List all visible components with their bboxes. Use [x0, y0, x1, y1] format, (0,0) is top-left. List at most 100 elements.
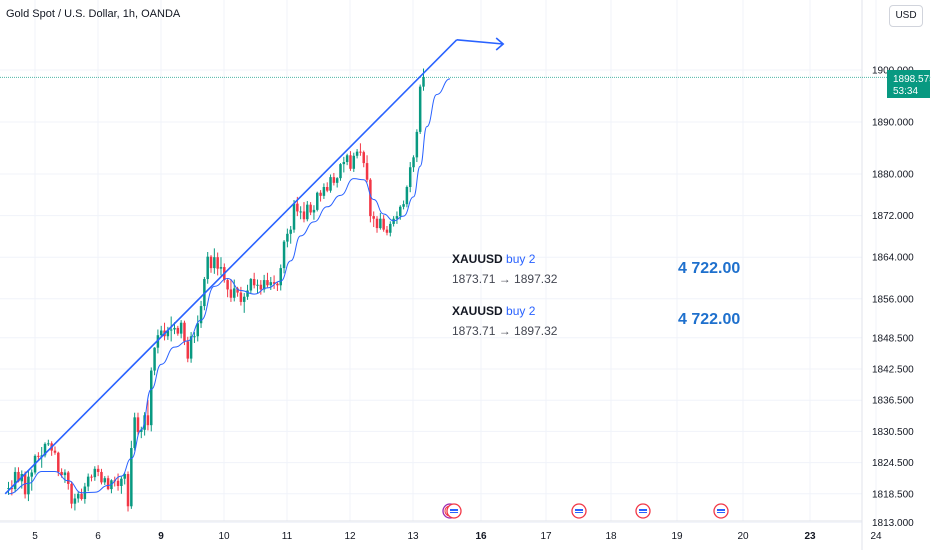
event-flag-icon[interactable]	[571, 503, 587, 519]
candle	[262, 274, 266, 293]
candle	[7, 481, 10, 495]
candle	[37, 452, 40, 461]
candle-body	[17, 471, 20, 482]
moving-average-line	[8, 78, 451, 495]
candle	[349, 151, 352, 171]
candle-body	[193, 336, 196, 338]
candle	[282, 240, 286, 274]
candle	[116, 473, 120, 491]
candle-body	[106, 478, 110, 490]
candle-body	[169, 329, 173, 331]
candle	[306, 201, 309, 222]
candle	[408, 162, 412, 193]
candle-body	[80, 493, 83, 499]
candle-body	[325, 187, 329, 191]
price-axis[interactable]: 1900.0001890.0001880.0001872.0001864.000…	[872, 66, 914, 529]
candle-body	[372, 216, 375, 219]
candle-body	[90, 476, 93, 478]
candle-body	[136, 417, 140, 432]
candle	[276, 282, 279, 291]
candle	[269, 276, 273, 290]
candle	[53, 446, 57, 455]
candle	[30, 469, 33, 491]
candle-body	[286, 233, 289, 242]
y-tick-label: 1824.500	[872, 458, 914, 469]
candle	[100, 468, 103, 485]
candle-body	[179, 322, 183, 334]
candle-body	[362, 152, 365, 164]
candle	[259, 280, 263, 295]
candle	[209, 255, 213, 273]
candle-body	[266, 280, 269, 286]
x-tick-label: 12	[344, 531, 356, 542]
candle	[372, 211, 375, 228]
candle	[286, 228, 289, 248]
candle-body	[385, 229, 389, 233]
candle-body	[37, 455, 40, 457]
candle-body	[246, 290, 249, 297]
event-markers[interactable]	[442, 503, 729, 519]
candle	[239, 286, 243, 306]
candle-body	[176, 327, 180, 334]
candle	[169, 316, 173, 342]
candle	[193, 332, 196, 343]
candle	[150, 367, 153, 432]
candle-body	[349, 155, 352, 169]
x-tick-label: 23	[804, 531, 816, 542]
candle	[140, 426, 143, 439]
y-tick-label: 1872.000	[872, 211, 914, 222]
candle-body	[219, 267, 223, 269]
currency-button[interactable]: USD	[889, 5, 923, 27]
x-tick-label: 18	[605, 531, 617, 542]
candle	[199, 300, 203, 328]
candle-body	[140, 429, 143, 432]
event-flag-icon[interactable]	[446, 503, 462, 519]
y-tick-label: 1818.500	[872, 489, 914, 500]
candle-body	[100, 471, 103, 483]
candle	[130, 440, 133, 509]
candle-body	[355, 151, 359, 156]
candle	[27, 470, 30, 502]
candle	[249, 278, 253, 294]
trade-profit-1: 4 722.00	[678, 260, 741, 277]
candle-body	[408, 167, 412, 187]
y-tick-label: 1864.000	[872, 253, 914, 264]
candle	[342, 156, 346, 173]
candle	[206, 252, 209, 284]
candle	[123, 472, 126, 485]
candle	[176, 325, 180, 336]
candle	[385, 226, 389, 236]
x-tick-label: 11	[282, 531, 293, 542]
x-tick-label: 9	[158, 531, 164, 542]
candle	[369, 178, 372, 223]
candle-body	[156, 335, 160, 348]
candle-body	[299, 211, 302, 213]
candle-body	[126, 474, 130, 507]
y-tick-label: 1830.500	[872, 427, 914, 438]
trend-line[interactable]	[4, 39, 458, 495]
trend-arrow[interactable]	[456, 37, 505, 51]
candle-body	[73, 498, 77, 504]
time-axis[interactable]: 5 6 9 10 11 12 13 16 17 18 19 20 23 24	[32, 531, 882, 542]
x-tick-label: 10	[218, 531, 230, 542]
candle	[355, 149, 359, 159]
price-label-value: 1898.575	[893, 74, 932, 85]
candle-body	[306, 204, 309, 220]
candle	[93, 466, 97, 481]
candle-body	[239, 292, 243, 302]
candle-body	[30, 472, 33, 477]
candle-body	[322, 187, 326, 196]
candle-body	[67, 472, 70, 484]
trade-symbol: XAUUSD	[452, 252, 503, 266]
candle-body	[86, 476, 90, 487]
candle	[126, 471, 130, 512]
event-flag-icon[interactable]	[635, 503, 651, 519]
candle	[266, 272, 269, 288]
event-flag-icon[interactable]	[713, 503, 729, 519]
trade-action: buy 2	[506, 252, 536, 266]
candle-body	[173, 327, 176, 330]
candle-body	[213, 257, 216, 269]
candle	[166, 326, 170, 340]
trade-symbol: XAUUSD	[452, 304, 503, 318]
